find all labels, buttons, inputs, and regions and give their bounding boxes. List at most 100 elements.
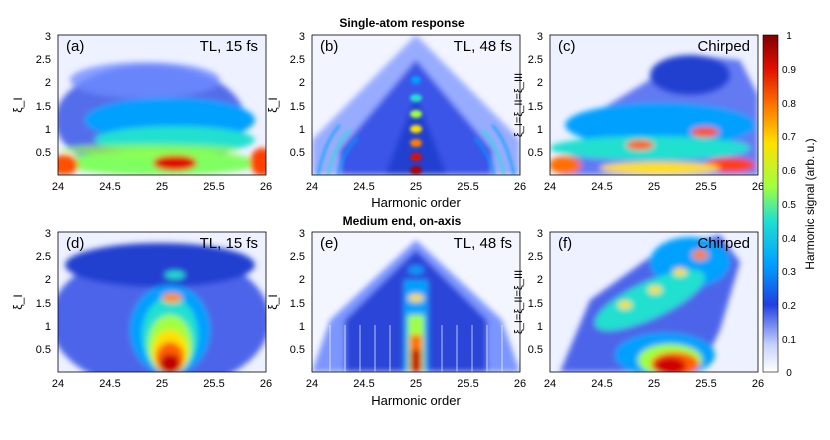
panel-b-spot [410,110,422,118]
panel-e-ytick: 3 [299,228,305,240]
panel-f-heatmap [550,232,758,372]
panel-f-ylabel: ξ_I=ξ_II=ξ_III [513,270,525,334]
panel-b-stripe [337,137,359,175]
panel-a-ytick: 3 [45,31,51,43]
panel-d-y-ticks: 0.5 1 1.5 2 2.5 3 [36,228,51,356]
panel-b-stripe [491,124,515,175]
panel-c-xtick: 26 [752,181,764,193]
panel-c-ytick: 3 [537,31,543,43]
panel-f-xtick: 25.5 [695,378,716,390]
panel-c-ytick: 0.5 [528,147,543,159]
colorbar-tick: 0.5 [782,200,796,211]
panel-b-ylabel: ξ_I [266,97,280,112]
panel-c-hot-right [691,127,719,137]
panel-a-right-hot [250,148,266,175]
panel-b-label: (b) [320,38,338,55]
panel-e-heatmap [312,232,520,372]
panel-b-stripe [473,137,495,175]
panel-c-ytick: 1.5 [528,101,543,113]
panel-f-ytick: 2.5 [528,251,543,263]
panel-c-xtick: 25.5 [695,181,716,193]
panel-b-spot [410,166,422,174]
panel-f-ytick: 1 [537,321,543,333]
panel-b-core [385,95,447,175]
panel-b-spot [411,76,421,84]
panel-b-ytick: 1.5 [290,101,305,113]
panel-e-mid-spot [408,294,424,302]
panel-b-ytick: 2 [299,77,305,89]
panel-b-xtick: 26 [514,181,526,193]
panel-c-x-ticks: 24 24.5 25 25.5 26 [544,181,764,193]
panel-d-xtick: 25.5 [203,378,224,390]
panel-f-ytick: 0.5 [528,344,543,356]
top-title: Single-atom response [339,16,465,30]
colorbar-tick: 0.9 [782,65,796,76]
colorbar-tick: 0.7 [782,132,796,143]
panel-e-xtick: 25 [410,378,422,390]
panel-c-hot-bottom-left [550,156,581,174]
panel-f-bottom-red [654,357,686,372]
colorbar-label: Harmonic signal (arb. u.) [803,138,817,269]
panel-c-y-ticks: 0.5 1 1.5 2 2.5 3 [528,31,543,159]
panel-c-xtick: 24.5 [591,181,612,193]
panel-b-ytick: 2.5 [290,54,305,66]
panel-b-xlabel: Harmonic order [371,195,461,210]
panel-a-xtick: 25.5 [203,181,224,193]
panel-e-column-red [411,350,421,372]
panel-b-xtick: 25 [410,181,422,193]
panel-f-diagonal-band [595,269,705,331]
panel-a-xtick: 24.5 [99,181,120,193]
panel-e-ytick: 2 [299,274,305,286]
panel-b-spot [410,125,422,133]
panel-e-label: (e) [320,235,338,252]
panel-e-xtick: 26 [514,378,526,390]
panel-e-xtick: 24 [306,378,318,390]
panel-c-xtick: 25 [648,181,660,193]
panel-b-stripe [317,124,341,175]
panel-b-heatmap [312,35,520,175]
panel-a-y-ticks: 0.5 1 1.5 2 2.5 3 [36,31,51,159]
panel-c-xtick: 24 [544,181,556,193]
panel-e-ytick: 2.5 [290,251,305,263]
panel-b-title: TL, 48 fs [454,38,512,55]
panel-d-x-ticks: 24 24.5 25 25.5 26 [52,378,272,390]
panel-d-frame [57,231,267,373]
colorbar-ticks: 0 0.1 0.2 0.3 0.4 0.5 0.6 0.7 0.8 0.9 1 [782,31,796,379]
panel-f-frame [549,231,759,373]
panel-e-xtick: 24.5 [353,378,374,390]
panel-a-ylabel: ξ_I [11,97,25,112]
panel-d-ytick: 3 [45,228,51,240]
panel-b-central-spots [410,76,422,174]
panel-f-ytick: 1.5 [528,298,543,310]
panel-a-ytick: 2 [45,77,51,89]
panel-a-left-hot [58,155,78,175]
panel-d-upper-lobe [65,243,255,287]
panel-b-ytick: 1 [299,124,305,136]
panel-e-y-ticks: 0.5 1 1.5 2 2.5 3 [290,228,305,356]
panel-d-ytick: 2.5 [36,251,51,263]
panel-a-center-hot [153,155,197,171]
panel-a-heatmap [58,35,266,175]
panel-d-xtick: 26 [260,378,272,390]
panel-f-title: Chirped [697,235,750,252]
panel-e-frame [311,231,521,373]
panel-a-xtick: 26 [260,181,272,193]
panel-f-hot-mid [648,286,662,294]
panel-b-xtick: 24 [306,181,318,193]
panel-d-heatmap [58,232,266,372]
panel-a-xtick: 24 [52,181,64,193]
panel-f-xtick: 26 [752,378,764,390]
panel-f-xtick: 25 [648,378,660,390]
panel-d-ytick: 1 [45,321,51,333]
panel-e-xtick: 25.5 [457,378,478,390]
panel-a-frame [57,34,267,176]
panel-f-ytick: 2 [537,274,543,286]
panel-d-upper-spot [165,271,185,279]
panel-b-frame [311,34,521,176]
panel-b-y-ticks: 0.5 1 1.5 2 2.5 3 [290,31,305,159]
panel-f-hot-lower [618,301,632,309]
panel-b-spot [410,153,422,161]
panel-b-ytick: 3 [299,31,305,43]
colorbar-tick: 0 [786,368,792,379]
